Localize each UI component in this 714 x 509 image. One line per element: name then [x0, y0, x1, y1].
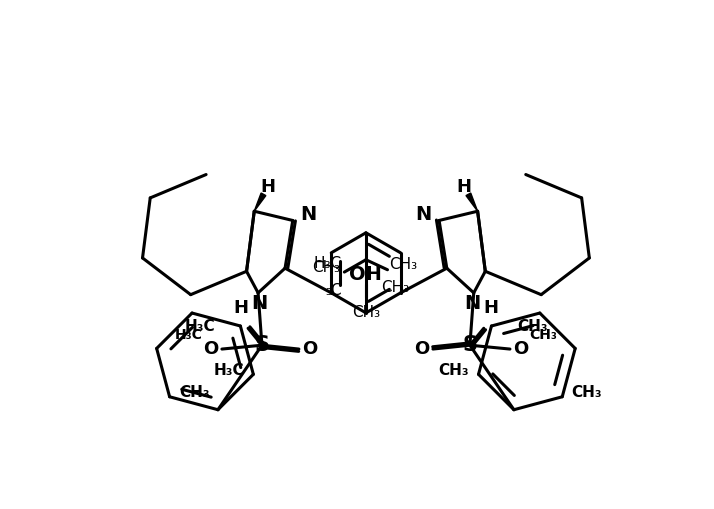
Text: CH₃: CH₃ — [179, 385, 209, 401]
Text: N: N — [251, 294, 268, 313]
Text: CH₃: CH₃ — [572, 385, 602, 401]
Text: H₃C: H₃C — [174, 328, 202, 342]
Polygon shape — [466, 193, 478, 211]
Text: CH₃: CH₃ — [517, 319, 548, 334]
Text: CH₃: CH₃ — [530, 328, 558, 342]
Text: CH₃: CH₃ — [312, 260, 340, 275]
Polygon shape — [254, 193, 266, 211]
Text: CH₃: CH₃ — [438, 363, 469, 378]
Text: OH: OH — [349, 265, 383, 284]
Text: H₃C: H₃C — [213, 363, 244, 378]
Text: ₃C: ₃C — [326, 283, 342, 298]
Text: H₃C: H₃C — [184, 319, 215, 334]
Text: S: S — [463, 335, 478, 355]
Text: S: S — [254, 335, 269, 355]
Text: O: O — [302, 340, 317, 358]
Text: O: O — [203, 340, 218, 358]
Text: H: H — [233, 299, 248, 317]
Text: H: H — [261, 178, 276, 195]
Text: H₃C: H₃C — [313, 256, 341, 271]
Text: CH₃: CH₃ — [389, 257, 417, 272]
Text: N: N — [300, 205, 316, 224]
Text: O: O — [415, 340, 430, 358]
Text: N: N — [416, 205, 432, 224]
Text: H: H — [456, 178, 471, 195]
Text: CH₃: CH₃ — [381, 280, 409, 295]
Text: CH₃: CH₃ — [352, 304, 380, 320]
Text: N: N — [464, 294, 481, 313]
Text: H: H — [483, 299, 498, 317]
Text: O: O — [513, 340, 528, 358]
